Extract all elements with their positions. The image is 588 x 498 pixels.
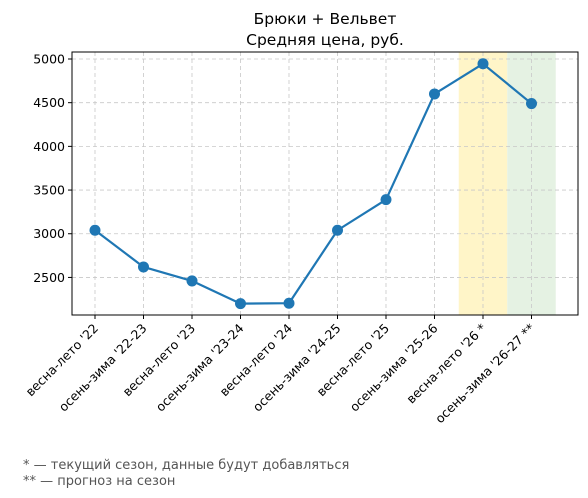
y-tick-label: 2500 bbox=[33, 270, 65, 285]
highlight-band-forecast bbox=[507, 52, 556, 315]
data-point bbox=[429, 88, 440, 100]
data-point bbox=[477, 58, 489, 70]
x-tick-label: осень-зима '24-25 bbox=[250, 321, 344, 415]
data-point bbox=[283, 297, 295, 309]
data-point bbox=[138, 261, 149, 273]
plot-frame bbox=[71, 51, 579, 316]
x-tick-label: осень-зима '26-27 ** bbox=[432, 321, 538, 427]
y-tick-label: 3500 bbox=[33, 183, 65, 198]
grid-layer bbox=[72, 52, 578, 315]
y-tick-label: 4500 bbox=[33, 95, 65, 110]
highlight-layer bbox=[458, 52, 556, 315]
series-layer bbox=[89, 58, 537, 310]
data-point bbox=[380, 194, 392, 206]
data-point bbox=[332, 224, 343, 236]
footnote-forecast: ** — прогноз на сезон bbox=[23, 474, 175, 489]
x-tick-label: осень-зима '23-24 bbox=[153, 320, 247, 414]
chart-subtitle: Средняя цена, руб. bbox=[246, 31, 404, 49]
data-point bbox=[235, 298, 246, 310]
x-tick-label: осень-зима '25-26 bbox=[347, 320, 441, 414]
y-tick-label: 5000 bbox=[33, 51, 65, 66]
highlight-band-current-season bbox=[458, 52, 508, 315]
data-point bbox=[526, 98, 537, 110]
y-tick-label: 4000 bbox=[33, 139, 65, 154]
data-point bbox=[186, 275, 198, 287]
series-line bbox=[94, 62, 533, 305]
y-tick-label: 3000 bbox=[33, 226, 65, 241]
data-point bbox=[89, 224, 101, 236]
x-tick-label: осень-зима '22-23 bbox=[56, 321, 150, 415]
chart-title: Брюки + Вельвет bbox=[254, 10, 397, 28]
footnote-current-season: * — текущий сезон, данные будут добавлят… bbox=[23, 458, 349, 473]
